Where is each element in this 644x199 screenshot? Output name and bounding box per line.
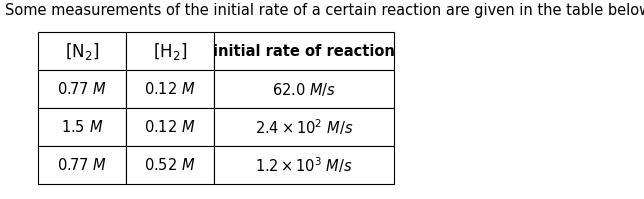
Text: $0.52\ M$: $0.52\ M$: [144, 157, 196, 173]
Text: Some measurements of the initial rate of a certain reaction are given in the tab: Some measurements of the initial rate of…: [5, 3, 644, 18]
Text: $0.12\ M$: $0.12\ M$: [144, 81, 196, 97]
Text: $0.77\ M$: $0.77\ M$: [57, 81, 107, 97]
Bar: [126, 146, 214, 184]
Text: $1.5\ M$: $1.5\ M$: [61, 119, 103, 135]
Bar: [38, 146, 126, 184]
Text: $2.4\times10^{2}\ M/s$: $2.4\times10^{2}\ M/s$: [255, 117, 354, 137]
Text: $0.12\ M$: $0.12\ M$: [144, 119, 196, 135]
Text: $1.2\times10^{3}\ M/s$: $1.2\times10^{3}\ M/s$: [255, 155, 353, 175]
Bar: [214, 108, 394, 146]
Text: $[\mathrm{N}_2]$: $[\mathrm{N}_2]$: [65, 41, 99, 61]
Text: $[\mathrm{H}_2]$: $[\mathrm{H}_2]$: [153, 41, 187, 61]
Bar: [38, 108, 126, 146]
Bar: [126, 108, 214, 146]
Bar: [214, 70, 394, 108]
Text: initial rate of reaction: initial rate of reaction: [213, 44, 395, 59]
Bar: [126, 32, 214, 70]
Bar: [214, 32, 394, 70]
Text: $62.0\ M/s$: $62.0\ M/s$: [272, 81, 336, 98]
Bar: [214, 146, 394, 184]
Text: $0.77\ M$: $0.77\ M$: [57, 157, 107, 173]
Bar: [38, 70, 126, 108]
Bar: [38, 32, 126, 70]
Bar: [126, 70, 214, 108]
